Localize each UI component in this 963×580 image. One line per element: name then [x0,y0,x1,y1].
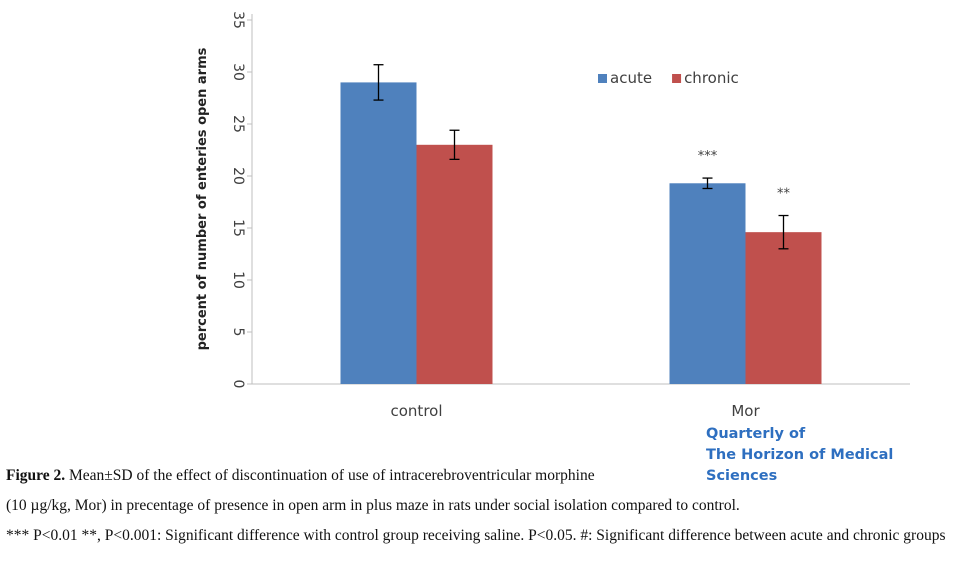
y-tick-label: 10 [230,271,246,289]
caption-line-2: (10 µg/kg, Mor) in precentage of presenc… [6,497,740,514]
journal-line-2: The Horizon of Medical Sciences [706,447,894,484]
bar-mor-chronic [745,232,822,384]
y-axis-title: percent of number of enteries open arms [195,47,210,350]
significance-labels: ***** [698,149,791,201]
y-tick-label: 0 [230,380,246,389]
bar-chart: percent of number of enteries open arms … [195,11,910,420]
category-label-control: control [391,402,443,420]
x-axis-categories: control Mor [391,402,761,420]
legend-label-chronic: chronic [684,69,739,87]
legend-label-acute: acute [610,69,652,87]
y-tick-label: 30 [230,63,246,81]
figure-caption: Figure 2. Mean±SD of the effect of disco… [6,465,956,555]
significance-label: *** [698,149,718,164]
caption-line-3: *** P<0.01 **, P<0.001: Significant diff… [6,527,946,544]
caption-line-1: Figure 2. Mean±SD of the effect of disco… [6,465,956,487]
bar-control-acute [340,82,417,385]
y-tick-label: 5 [230,328,246,337]
bars [340,82,822,385]
y-tick-label: 20 [230,167,246,185]
y-axis-label: percent of number of enteries open arms [195,47,210,350]
y-tick-label: 25 [230,115,246,133]
y-tick-label: 35 [230,11,246,29]
caption-text-1: Mean±SD of the effect of discontinuation… [69,467,595,484]
legend-swatch-acute [598,74,607,83]
significance-label: ** [777,187,791,202]
legend-swatch-chronic [672,74,682,83]
journal-watermark: Quarterly of The Horizon of Medical Scie… [706,424,963,487]
figure-label: Figure 2. [6,467,66,484]
category-label-mor: Mor [731,402,760,420]
journal-line-1: Quarterly of [706,426,806,442]
y-tick-label: 15 [230,219,246,237]
y-axis-ticks: 0 5 10 15 20 25 30 35 [230,11,252,388]
legend: acute chronic [598,69,739,87]
bar-control-chronic [416,144,493,384]
error-bars [373,64,789,250]
bar-mor-acute [669,183,746,384]
